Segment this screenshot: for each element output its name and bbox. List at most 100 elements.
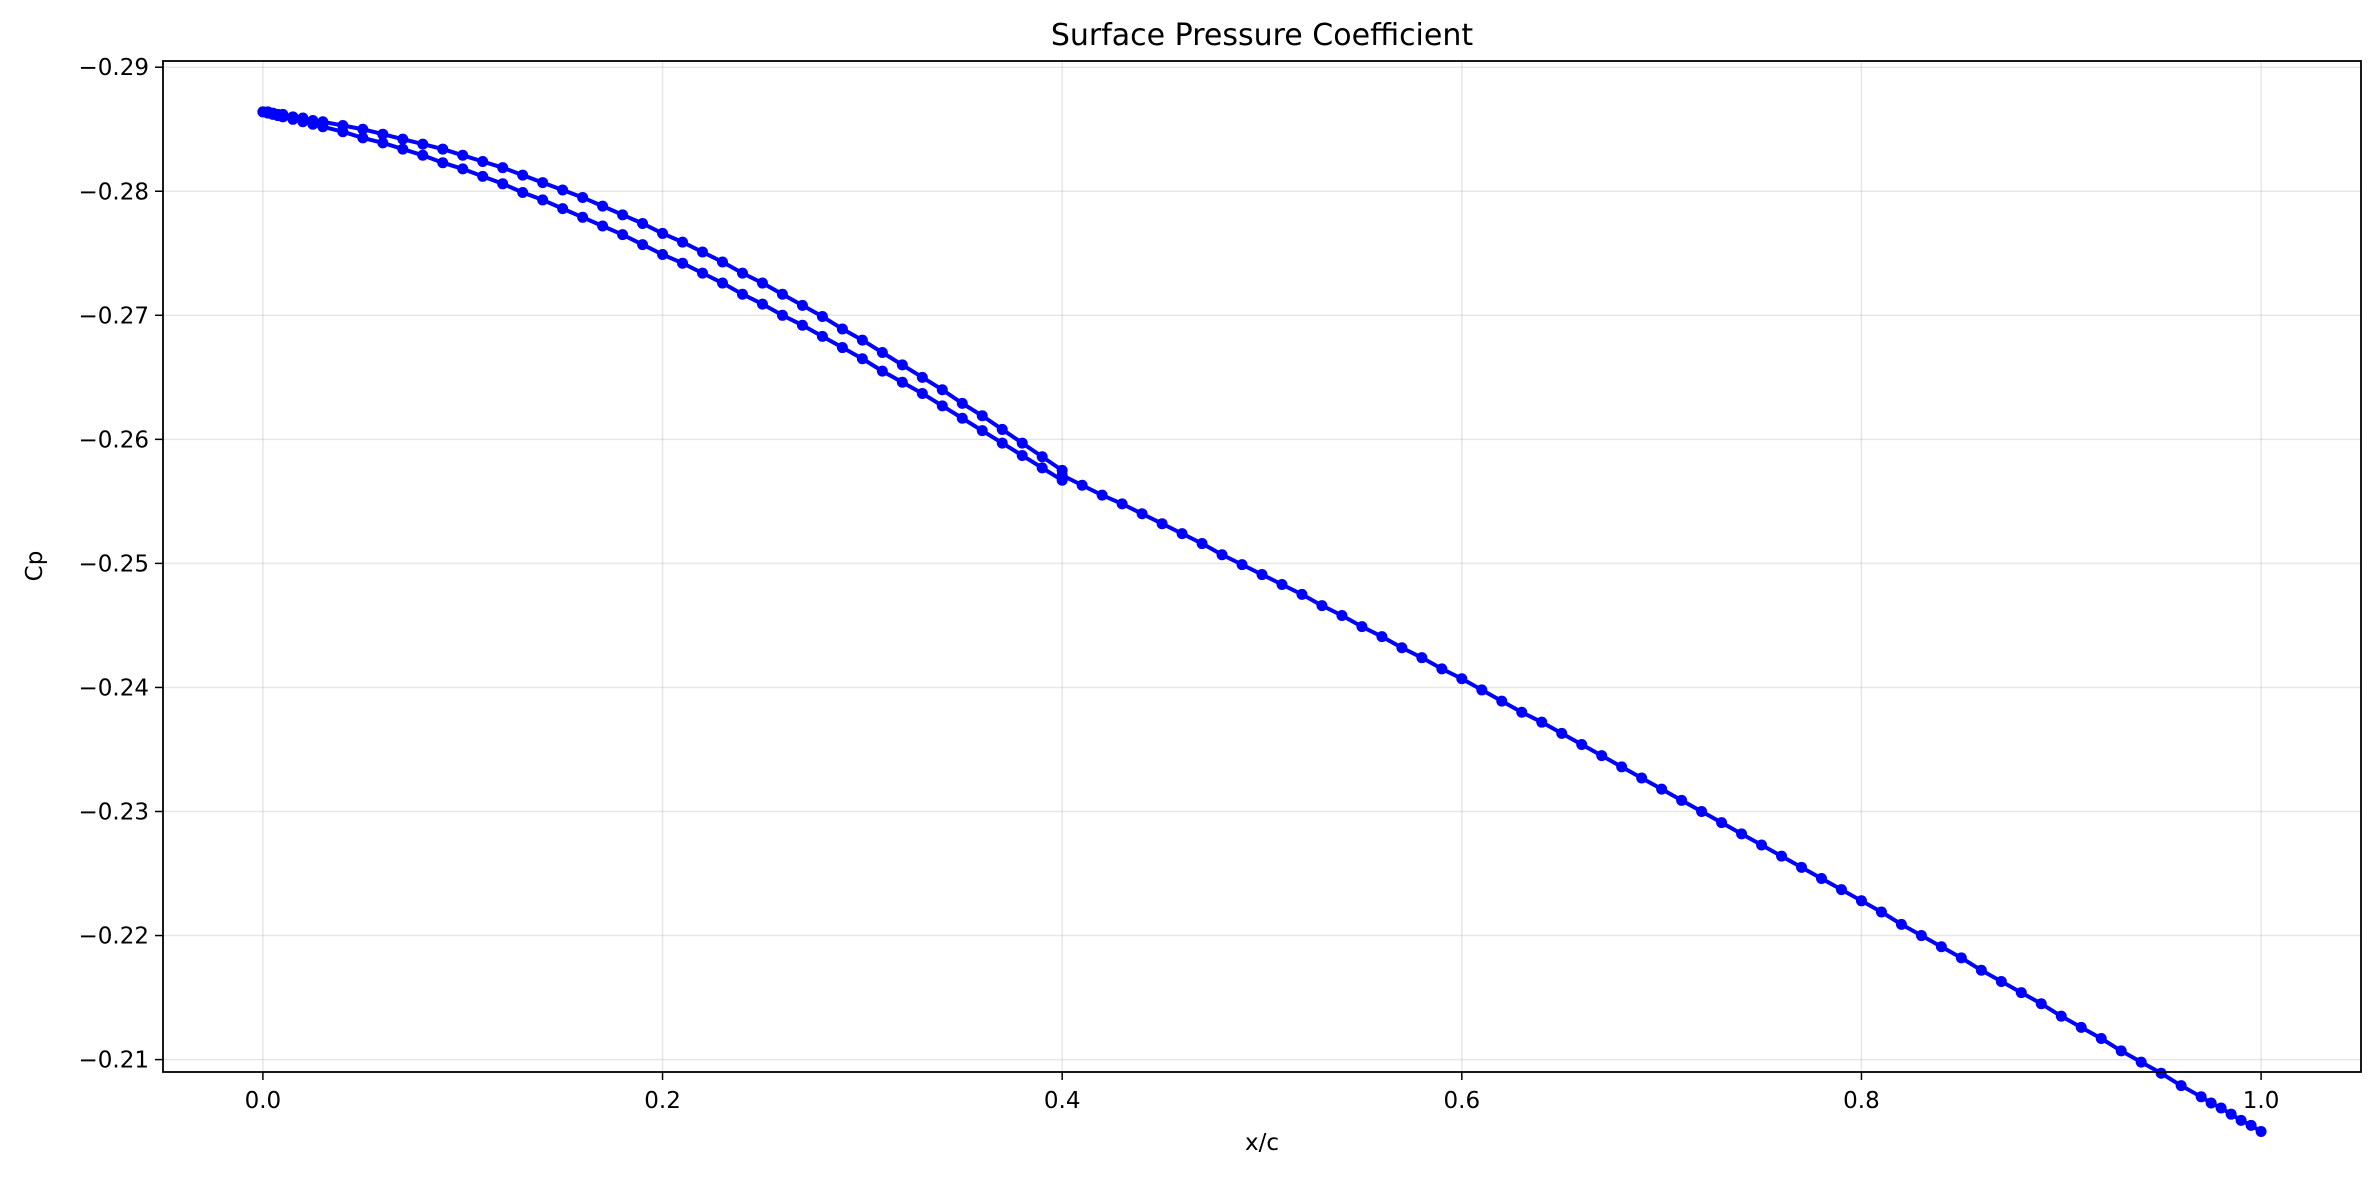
series-3-point: [1276, 578, 1288, 590]
series-3-point: [1616, 761, 1628, 773]
series-3-point: [1935, 941, 1947, 953]
series-3-point: [1356, 621, 1368, 633]
series-2-point: [796, 319, 808, 331]
series-1-point: [916, 371, 928, 383]
series-line-3: [1060, 473, 2264, 1134]
series-1-point: [816, 311, 828, 323]
series-3-point: [2035, 998, 2047, 1010]
series-3-point: [2235, 1114, 2247, 1126]
series-3-point: [1975, 964, 1987, 976]
y-axis-label: Cp: [22, 551, 48, 582]
x-tick-label: 0.0: [245, 1088, 282, 1114]
series-2-point: [996, 437, 1008, 449]
series-3-point: [1396, 642, 1408, 654]
series-2-point: [477, 170, 489, 182]
series-2-point: [736, 288, 748, 300]
series-3-point: [1336, 610, 1348, 621]
y-tick-label: −0.29: [79, 55, 149, 81]
series-1-point: [716, 256, 728, 268]
series-1-point: [697, 246, 709, 258]
series-3-point: [1496, 695, 1508, 707]
series-3-point: [1176, 528, 1188, 540]
series-2-point: [307, 118, 319, 130]
series-3-point: [1815, 872, 1827, 884]
series-1-point: [537, 177, 549, 189]
series-2-point: [287, 113, 299, 125]
series-1-point: [657, 227, 669, 239]
series-2-point: [657, 249, 669, 261]
series-1-point: [756, 277, 768, 289]
series-3-point: [2155, 1067, 2167, 1079]
series-2-point: [577, 211, 589, 223]
series-2-point: [776, 309, 788, 321]
series-3-point: [1376, 631, 1388, 643]
series-1-point: [417, 138, 429, 150]
series-3-point: [1855, 895, 1867, 907]
y-axis: −0.21 −0.22 −0.23 −0.24 −0.25 −0.26 −0.27 −0.28…: [79, 55, 163, 1074]
series-2-point: [617, 229, 629, 241]
series-1-point: [577, 191, 589, 203]
series-1-point: [377, 128, 389, 140]
series-3-point: [1796, 861, 1808, 873]
series-3-point: [1316, 600, 1328, 612]
series-3-point: [1636, 772, 1648, 784]
series-2-point: [697, 267, 709, 279]
x-axis-label: x/c: [1245, 1130, 1279, 1156]
y-tick-label: −0.23: [79, 799, 149, 825]
series-3-point: [1536, 716, 1548, 728]
series-1-point: [976, 410, 988, 422]
series-3-point: [1696, 806, 1708, 817]
series-2-point: [537, 194, 549, 206]
y-tick-label: −0.21: [79, 1048, 149, 1074]
series-1-point: [836, 323, 848, 335]
series-3-point: [2055, 1010, 2067, 1022]
series-3-point: [1096, 489, 1108, 501]
series-3-point: [1596, 750, 1608, 762]
series-1-point: [896, 359, 908, 371]
series-2-point: [337, 126, 349, 138]
series-1-point: [1036, 451, 1048, 463]
series-3-point: [1736, 828, 1748, 840]
series-1-point: [597, 200, 609, 212]
series-2-point: [377, 137, 389, 149]
series-2-point: [417, 149, 429, 161]
series-2-point: [397, 143, 409, 155]
x-tick-label: 0.2: [644, 1088, 681, 1114]
y-tick-label: −0.26: [79, 427, 149, 453]
series-3-point: [1056, 469, 1068, 481]
series-2-point: [716, 277, 728, 289]
series-2-point: [597, 220, 609, 232]
series-2-point: [876, 365, 888, 377]
series-2-point: [956, 412, 968, 424]
series-1-point: [776, 288, 788, 300]
series-3-point: [2095, 1033, 2107, 1045]
series-1-point: [437, 143, 449, 155]
series-2-point: [277, 111, 289, 123]
y-tick-label: −0.27: [79, 303, 149, 329]
series-3-point: [1296, 588, 1308, 600]
series-layer: [257, 106, 2267, 1138]
series-2-point: [517, 186, 529, 198]
series-3-point: [1915, 930, 1927, 942]
series-2-point: [297, 116, 309, 128]
series-2-point: [896, 376, 908, 388]
series-2-point: [637, 239, 649, 251]
series-1-point: [796, 299, 808, 311]
series-1-point: [517, 169, 529, 181]
series-3-point: [1196, 538, 1208, 550]
series-3-point: [2075, 1021, 2087, 1033]
series-3-point: [1516, 706, 1528, 718]
series-2-point: [976, 425, 988, 437]
series-3-point: [1216, 549, 1228, 561]
series-1-point: [557, 184, 569, 196]
series-1-point: [677, 236, 689, 248]
series-1-point: [956, 397, 968, 409]
series-3-point: [1895, 918, 1907, 930]
series-1-point: [617, 209, 629, 221]
y-tick-label: −0.25: [79, 551, 149, 577]
series-3-point: [1776, 850, 1788, 862]
series-3-point: [1656, 783, 1668, 795]
series-2-point: [357, 132, 369, 144]
